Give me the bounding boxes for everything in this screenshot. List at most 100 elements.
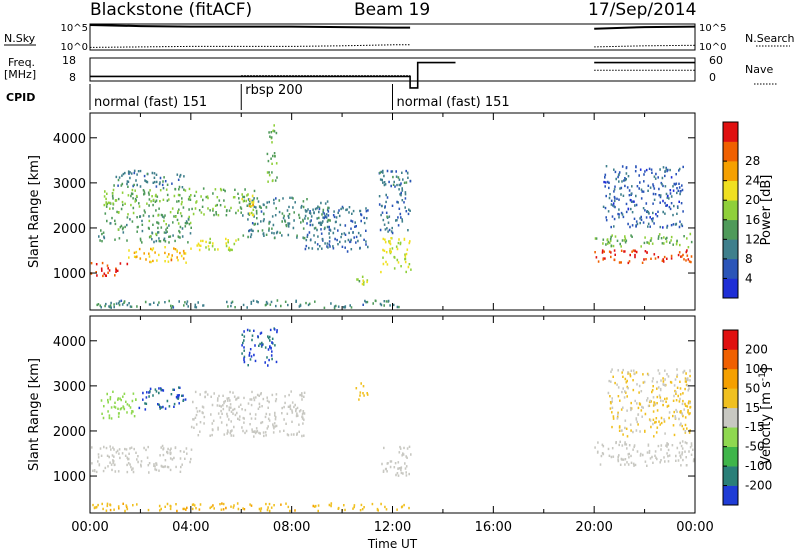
power-echo-cells: [99, 214, 192, 244]
nsky-label: N.Sky: [4, 32, 36, 45]
power-colorbar-swatch: [723, 219, 738, 240]
power-y-axis-label: Slant Range [km]: [27, 155, 42, 268]
power-colorbar-swatch: [723, 122, 738, 142]
velocity-echo-cells: [381, 445, 412, 477]
power-colorbar-swatch: [723, 161, 738, 181]
velocity-panel-background: [90, 316, 695, 513]
velocity-y-axis-label: Slant Range [km]: [27, 358, 42, 471]
x-tick-label: 20:00: [575, 520, 612, 535]
velocity-colorbar-swatch: [723, 388, 738, 409]
velocity-colorbar-frame: [722, 329, 739, 506]
power-echo-cells: [602, 165, 683, 229]
freq-series-line: [90, 61, 695, 89]
power-echo-cells: [266, 130, 278, 182]
velocity-colorbar-tick-label: -50: [745, 440, 765, 454]
nsearch-right-tick: 10^5: [699, 23, 726, 34]
cpid-segment-label: normal (fast) 151: [94, 95, 207, 110]
power-echo-cells: [595, 234, 693, 247]
power-colorbar-swatch: [723, 180, 738, 201]
power-echo-cells: [117, 171, 180, 188]
velocity-colorbar-swatch: [723, 368, 738, 389]
power-echo-cells: [241, 194, 255, 217]
power-echo-cells: [380, 237, 411, 274]
power-echo-cells: [358, 280, 361, 283]
power-echo-cells: [205, 237, 240, 252]
velocity-colorbar-tick-label: -200: [745, 479, 772, 493]
velocity-colorbar-swatch: [723, 349, 738, 370]
nsky-left-tick: 10^0: [61, 42, 88, 53]
x-tick-label: 16:00: [475, 520, 512, 535]
x-axis-label: Time UT: [367, 537, 418, 551]
velocity-colorbar-swatch: [723, 330, 738, 350]
power-echo-cells: [113, 172, 181, 189]
x-tick-label: 08:00: [273, 520, 310, 535]
power-colorbar-tick-label: 24: [745, 174, 760, 188]
power-colorbar-swatch: [723, 239, 738, 260]
velocity-y-tick-label: 4000: [53, 335, 86, 350]
power-echo-cells: [95, 262, 129, 277]
nave-right-tick: 0: [709, 71, 716, 84]
velocity-colorbar-swatch: [723, 466, 738, 486]
cpid-segment-label: rbsp 200: [245, 83, 303, 98]
velocity-colorbar-tick-label: 100: [745, 362, 768, 376]
x-tick-label: 12:00: [374, 520, 411, 535]
power-colorbar-swatch: [723, 278, 738, 299]
velocity-echo-cells: [190, 390, 306, 438]
velocity-echo-cells: [144, 386, 184, 410]
velocity-y-tick-label: 3000: [53, 380, 86, 395]
velocity-colorbar-swatch: [723, 485, 738, 506]
velocity-echo-cells: [241, 327, 276, 367]
power-colorbar-swatch: [723, 200, 738, 221]
x-tick-label: 00:00: [71, 520, 108, 535]
power-echo-cells: [128, 246, 192, 264]
power-echo-cells: [133, 247, 185, 264]
nsky-left-tick: 10^5: [61, 23, 88, 34]
power-echo-cells: [248, 203, 254, 208]
nsky-series-line: [89, 24, 696, 30]
x-tick-label: 00:00: [676, 520, 713, 535]
power-colorbar-label: Power [dB]: [759, 175, 774, 246]
power-colorbar-tick-label: 8: [745, 252, 753, 266]
nsky-panel-frame: [89, 23, 696, 51]
velocity-colorbar-swatch: [723, 407, 738, 428]
power-colorbar-frame: [722, 121, 739, 299]
velocity-y-tick-label: 1000: [53, 470, 86, 485]
cpid-label: CPID: [6, 91, 35, 104]
power-colorbar-swatch: [723, 141, 738, 162]
velocity-echo-cells: [100, 390, 137, 420]
velocity-echo-cells: [92, 502, 410, 513]
x-tick-label: 04:00: [172, 520, 209, 535]
nsearch-label: N.Search: [745, 32, 795, 45]
power-echo-cells: [604, 165, 684, 229]
nsearch-right-tick: 10^0: [699, 42, 726, 53]
velocity-colorbar-tick-label: 200: [745, 342, 768, 356]
power-echo-cells: [594, 232, 692, 249]
nave-label: Nave: [745, 63, 773, 76]
freq-unit-label: [MHz]: [4, 68, 36, 81]
power-colorbar-tick-label: 28: [745, 154, 760, 168]
power-echo-cells: [103, 187, 255, 217]
freq-left-tick: 18: [62, 54, 76, 67]
power-y-tick-label: 2000: [53, 222, 86, 237]
power-colorbar-tick-label: 4: [745, 271, 753, 285]
power-echo-cells: [361, 279, 368, 286]
power-colorbar-tick-label: 20: [745, 193, 760, 207]
power-echo-cells: [196, 237, 237, 252]
velocity-y-tick-label: 2000: [53, 425, 86, 440]
power-echo-cells: [356, 275, 369, 286]
power-y-tick-label: 4000: [53, 132, 86, 147]
velocity-colorbar-tick-label: 15: [745, 401, 760, 415]
power-echo-cells: [170, 258, 173, 262]
velocity-echo-cells: [241, 328, 278, 367]
freq-label: Freq.: [8, 56, 35, 69]
velocity-colorbar-tick-label: -15: [745, 420, 765, 434]
velocity-colorbar-tick-label: 50: [745, 381, 760, 395]
power-echo-cells: [90, 261, 117, 278]
freq-panel-frame: [89, 57, 696, 82]
velocity-colorbar-label: Velocity [m s-1]: [758, 367, 774, 465]
date-title: 17/Sep/2014: [588, 0, 697, 20]
freq-left-tick: 8: [69, 71, 76, 84]
power-colorbar-tick-label: 16: [745, 213, 760, 227]
